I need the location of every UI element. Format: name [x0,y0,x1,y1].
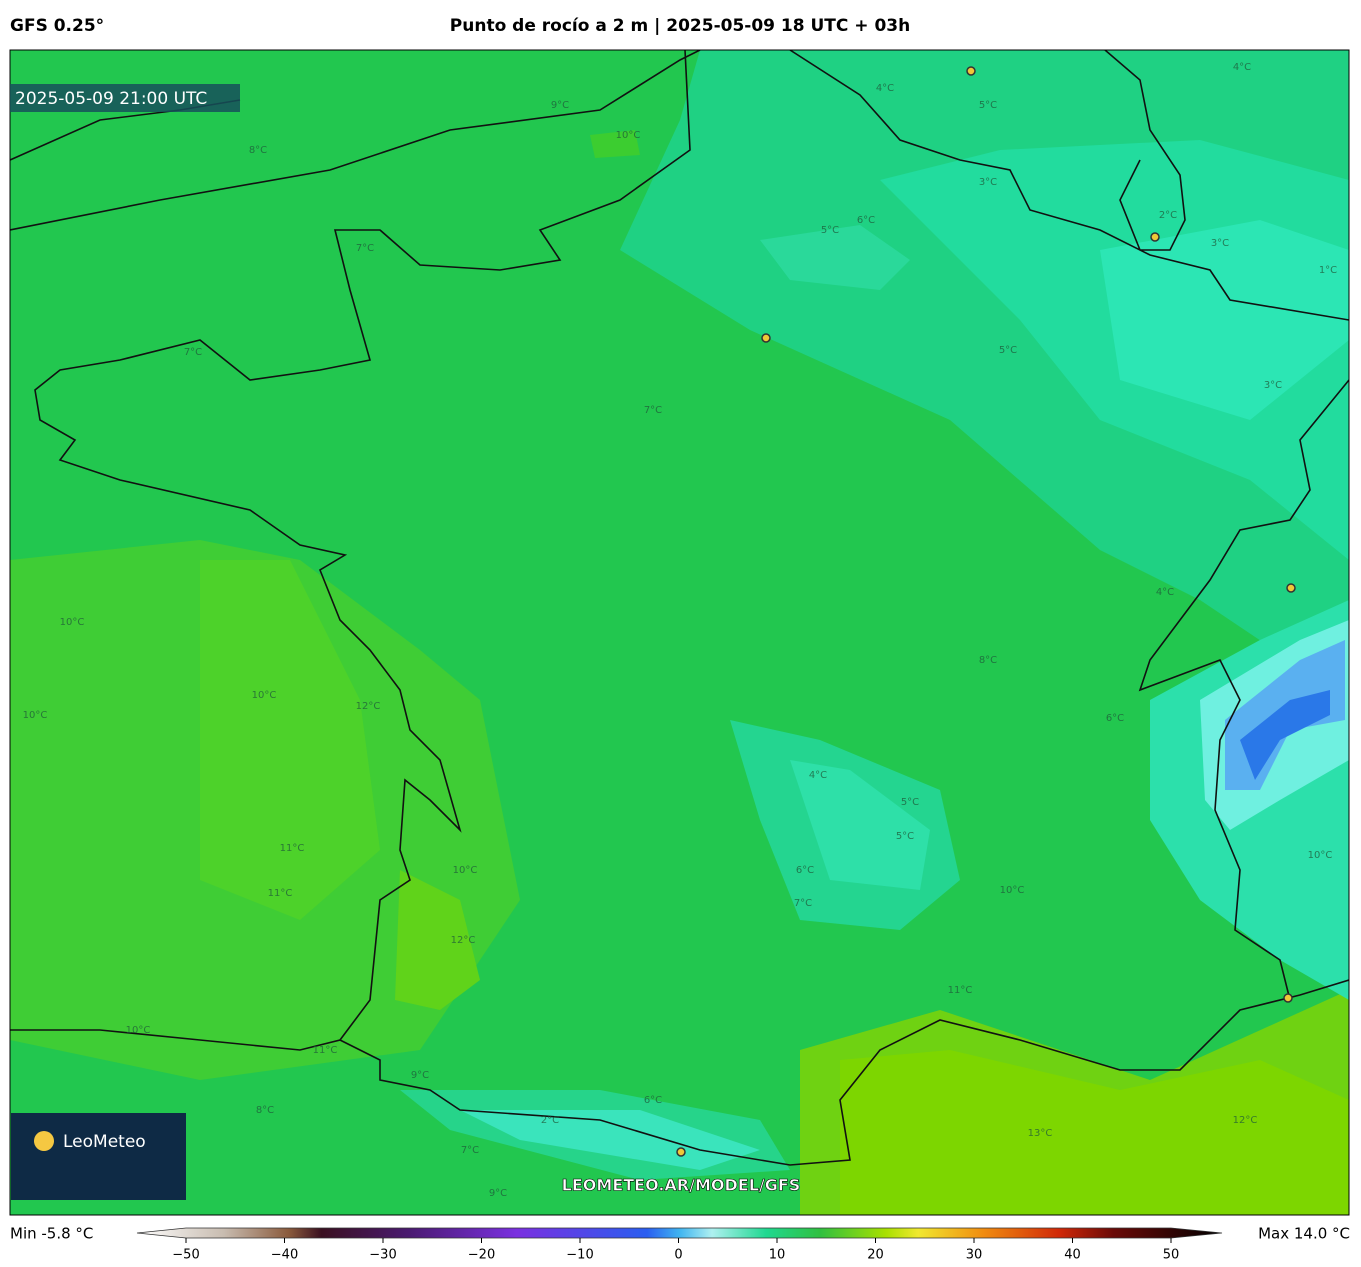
contour-label: 4°C [1156,587,1174,598]
contour-label: 4°C [809,770,827,781]
region [790,760,930,890]
region [1100,220,1349,420]
contour-label: 3°C [1211,238,1229,249]
contour-label: 9°C [411,1070,429,1081]
contour-label: 11°C [948,985,973,996]
contour-label: 10°C [1308,850,1333,861]
contour-label: 9°C [551,100,569,111]
contour-label: 3°C [979,177,997,188]
contour-label: 6°C [857,215,875,226]
contour-label: 10°C [252,690,277,701]
map-title: Punto de rocío a 2 m | 2025-05-09 18 UTC… [450,16,910,36]
contour-label: 10°C [60,617,85,628]
contour-label: 7°C [644,405,662,416]
contour-label: 3°C [1264,380,1282,391]
valid-time: 2025-05-09 21:00 UTC [15,89,207,109]
region [590,130,640,158]
contour-label: 13°C [1028,1128,1053,1139]
coastlines [10,50,1349,1166]
contour-label: 4°C [1233,62,1251,73]
contour-label: 2°C [1159,210,1177,221]
contour-label: 5°C [999,345,1017,356]
tick-label: −10 [566,1248,593,1263]
contour-label: 8°C [256,1105,274,1116]
logo-sun [34,1131,54,1151]
region [1240,690,1330,780]
city-markers [676,66,1296,1157]
map: 10°C 9°C 8°C 7°C 7°C 7°C 5°C 6°C 4°C 5°C 3°C 2°C 3°C… [10,50,1349,1215]
watermark: LEOMETEO.AR/MODEL/GFS [562,1176,801,1195]
time-box [10,84,240,112]
region [460,1110,760,1170]
region [395,870,480,1010]
contour-label: 6°C [1106,713,1124,724]
contour-label: 10°C [126,1025,151,1036]
tick-label: 40 [1064,1248,1081,1263]
contour-label: 10°C [616,130,641,141]
contour-label: 2°C [541,1115,559,1126]
max-label: Max 14.0 °C [1258,1225,1350,1243]
contour-labels: 10°C 9°C 8°C 7°C 7°C 7°C 5°C 6°C 4°C 5°C 3°C 2°C 3°C… [23,62,1338,1199]
contour-label: 12°C [451,935,476,946]
contour-label: 11°C [268,888,293,899]
contour-label: 11°C [313,1045,338,1056]
tick-label: 10 [769,1248,786,1263]
contour-label: 5°C [979,100,997,111]
contour-label: 5°C [896,831,914,842]
colorbar [136,1227,1223,1239]
tick-label: −30 [369,1248,396,1263]
tick-label: 0 [674,1248,682,1263]
logo-box [11,1113,186,1200]
contour-label: 5°C [821,225,839,236]
logo-text: LeoMeteo [63,1132,146,1152]
tick-label: 50 [1163,1248,1180,1263]
tick-label: −50 [172,1248,199,1263]
contour-label: 12°C [1233,1115,1258,1126]
contour-label: 8°C [979,655,997,666]
contour-label: 8°C [249,145,267,156]
tick-label: −20 [468,1248,495,1263]
region [840,1050,1349,1215]
contour-label: 6°C [796,865,814,876]
contour-label: 6°C [644,1095,662,1106]
contour-label: 9°C [489,1188,507,1199]
contour-label: 1°C [1319,265,1337,276]
colorbar-ticks: −50 −40 −30 −20 −10 0 10 20 30 40 50 [172,1238,1179,1263]
tick-label: 30 [966,1248,983,1263]
min-label: Min -5.8 °C [10,1225,93,1243]
contour-label: 11°C [280,843,305,854]
region [200,560,380,920]
region [760,225,910,290]
contour-label: 7°C [461,1145,479,1156]
contour-label: 7°C [184,347,202,358]
contour-label: 10°C [453,865,478,876]
contour-label: 10°C [1000,885,1025,896]
contour-label: 12°C [356,701,381,712]
tick-label: 20 [867,1248,884,1263]
contour-label: 7°C [794,898,812,909]
model-name: GFS 0.25° [10,16,104,36]
map-frame [9,49,1350,1216]
contour-label: 4°C [876,83,894,94]
contour-label: 5°C [901,797,919,808]
contour-label: 10°C [23,710,48,721]
tick-label: −40 [271,1248,298,1263]
contour-label: 7°C [356,243,374,254]
